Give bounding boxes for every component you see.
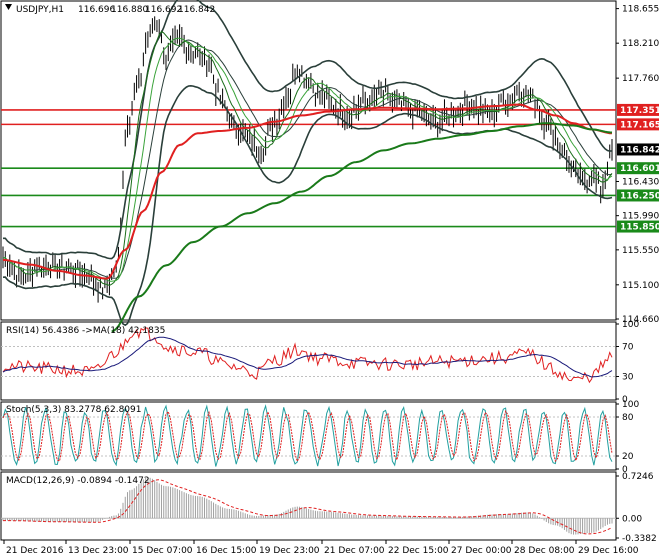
symbol-arrow-icon — [5, 4, 12, 10]
x-tick-label: 16 Dec 15:00 — [196, 546, 257, 556]
bollinger-upper-line — [3, 0, 613, 260]
rsi-panel — [1, 327, 616, 384]
rsi-y-tick-label: 70 — [622, 343, 634, 353]
ohlc-high: 116.880 — [111, 5, 148, 15]
main-y-tick-label: 117.760 — [622, 74, 659, 84]
main-y-axis: 118.655 118.210 117.760 116.430 115.990 115.5… — [616, 5, 659, 325]
price-tag-bg — [617, 143, 659, 156]
stoch-y-tick-label: 100 — [622, 400, 639, 410]
price-tag-label: 115.850 — [620, 223, 660, 233]
x-axis: 21 Dec 2016 13 Dec 23:00 15 Dec 07:00 16 De… — [3, 540, 639, 556]
price-tag-label: 116.250 — [620, 191, 660, 201]
stoch-title: Stoch(5,3,3) 83.2778 62.8091 — [6, 405, 141, 415]
macd-y-tick-label: 0.7246 — [622, 472, 654, 482]
ma100-line — [3, 103, 613, 280]
stoch-panel — [1, 404, 616, 467]
macd-y-tick-label: -0.3382 — [622, 534, 657, 544]
price-tag-bg — [617, 103, 659, 116]
ma200-line — [111, 122, 613, 333]
stoch-y-axis: 100 80 20 0 — [616, 400, 639, 475]
macd-y-axis: 0.7246 0.00 -0.3382 — [616, 472, 657, 544]
macd-panel-frame — [0, 471, 617, 541]
ohlc-low: 116.692 — [145, 5, 182, 15]
price-tag-label: 117.351 — [620, 106, 660, 116]
main-y-tick-label: 118.655 — [622, 5, 659, 15]
price-tags: 117.351 117.165 116.842 116.601 116.250 115.8… — [617, 103, 660, 233]
stoch-y-tick-label: 80 — [622, 413, 634, 423]
x-tick-label: 28 Dec 08:00 — [514, 546, 575, 556]
price-tag-label: 117.165 — [620, 120, 660, 130]
x-tick-label: 21 Dec 07:00 — [324, 546, 385, 556]
macd-title: MACD(12,26,9) -0.0894 -0.1472 — [6, 476, 150, 486]
rsi-y-tick-label: 100 — [622, 320, 639, 330]
ohlc-close: 116.842 — [178, 5, 215, 15]
x-tick-label: 22 Dec 15:00 — [388, 546, 449, 556]
price-tag-label: 116.601 — [620, 164, 660, 174]
main-y-tick-label: 115.550 — [622, 246, 659, 256]
main-y-tick-label: 114.660 — [622, 315, 659, 325]
x-tick-label: 27 Dec 00:00 — [451, 546, 512, 556]
stoch-d-line — [2, 409, 613, 463]
main-y-tick-label: 116.430 — [622, 177, 659, 187]
macd-signal-line — [3, 479, 613, 535]
rsi-title: RSI(14) 56.4386 ->MA(18) 42.1835 — [6, 326, 165, 336]
bollinger-middle-line — [2, 39, 613, 279]
main-title-symbol: USDJPY,H1 — [16, 5, 64, 15]
macd-panel — [1, 477, 616, 535]
price-tag-label: 116.842 — [620, 145, 660, 155]
rsi-y-tick-label: 30 — [622, 373, 634, 383]
main-y-tick-label: 118.210 — [622, 39, 659, 49]
price-tag-bg — [617, 162, 659, 175]
x-tick-label: 13 Dec 23:00 — [68, 546, 129, 556]
ohlc-open: 116.696 — [78, 5, 115, 15]
price-tag-bg — [617, 189, 659, 202]
rsi-y-axis: 100 70 30 0 — [616, 320, 639, 405]
main-y-tick-label: 115.990 — [622, 212, 659, 222]
stoch-y-tick-label: 0 — [622, 465, 628, 475]
main-price-panel — [1, 0, 616, 333]
rsi-ma-line — [2, 336, 613, 378]
macd-y-tick-label: 0.00 — [622, 514, 642, 524]
bollinger-lower-line — [2, 84, 613, 327]
main-panel-frame — [0, 0, 617, 321]
x-tick-label: 21 Dec 2016 — [6, 546, 64, 556]
x-tick-label: 19 Dec 23:00 — [259, 546, 320, 556]
stoch-y-tick-label: 20 — [622, 452, 634, 462]
rsi-y-tick-label: 0 — [622, 395, 628, 405]
main-y-tick-label: 115.100 — [622, 281, 659, 291]
price-tag-bg — [617, 118, 659, 131]
x-tick-label: 15 Dec 07:00 — [132, 546, 193, 556]
price-tag-bg — [617, 220, 659, 233]
x-tick-label: 29 Dec 16:00 — [578, 546, 639, 556]
